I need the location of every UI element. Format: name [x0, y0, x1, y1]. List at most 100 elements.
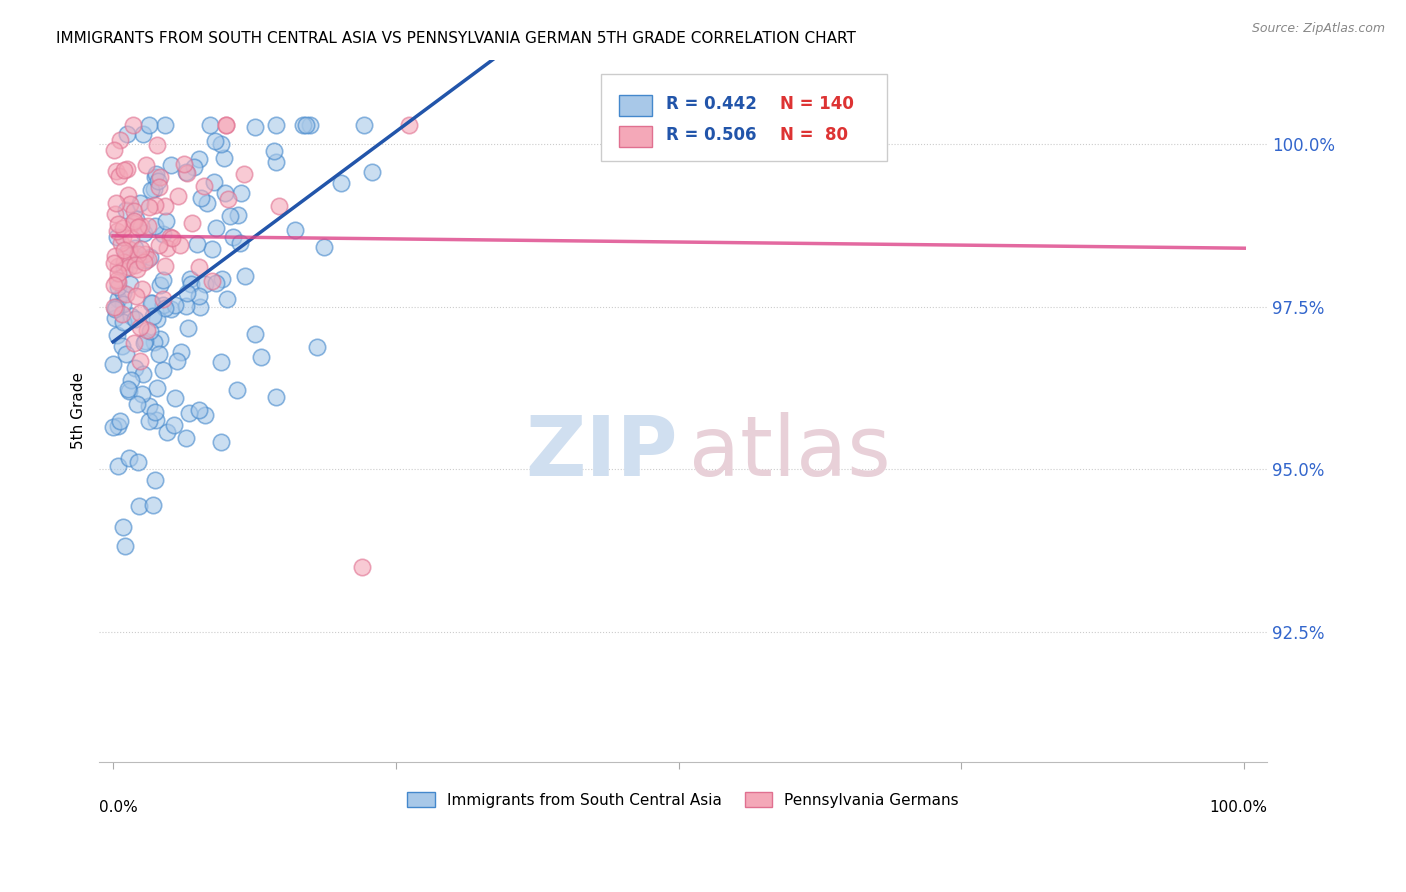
Point — [142, 182, 165, 196]
Point — [112, 262, 135, 277]
Point — [361, 165, 384, 179]
Point — [212, 151, 235, 165]
Point — [112, 244, 135, 258]
Point — [214, 186, 236, 200]
Point — [122, 214, 145, 228]
Legend: Immigrants from South Central Asia, Pennsylvania Germans: Immigrants from South Central Asia, Penn… — [401, 786, 965, 814]
Point — [146, 380, 169, 394]
Point — [114, 539, 136, 553]
Point — [131, 283, 153, 297]
Point — [121, 118, 143, 132]
Point — [170, 345, 193, 359]
Point — [149, 170, 172, 185]
Text: N =  80: N = 80 — [780, 127, 848, 145]
Point — [193, 179, 215, 194]
Point — [120, 231, 142, 245]
Point — [201, 274, 224, 288]
Point — [124, 312, 146, 326]
Point — [149, 277, 172, 292]
Point — [295, 118, 318, 132]
Point — [134, 246, 156, 260]
Point — [118, 197, 141, 211]
Point — [120, 309, 142, 323]
Point — [209, 354, 232, 368]
Point — [107, 418, 129, 433]
Point — [131, 387, 153, 401]
Point — [103, 277, 125, 292]
Point — [209, 136, 232, 151]
Point — [124, 241, 146, 255]
Point — [174, 165, 197, 179]
Point — [135, 158, 157, 172]
Point — [305, 340, 328, 354]
Point — [143, 405, 166, 419]
Point — [160, 231, 183, 245]
Point — [125, 212, 148, 227]
Point — [104, 207, 127, 221]
Text: 0.0%: 0.0% — [100, 800, 138, 815]
Point — [125, 262, 148, 277]
Point — [107, 266, 129, 280]
Point — [122, 248, 145, 262]
Point — [115, 162, 138, 177]
Point — [104, 302, 127, 317]
Point — [217, 192, 239, 206]
Point — [179, 271, 201, 285]
Point — [148, 238, 170, 252]
Point — [125, 289, 148, 303]
Point — [243, 327, 266, 342]
Point — [128, 354, 150, 368]
Text: R = 0.506: R = 0.506 — [665, 127, 756, 145]
Point — [142, 498, 165, 512]
Point — [188, 300, 211, 314]
Point — [146, 173, 169, 187]
Point — [108, 169, 131, 183]
Point — [138, 413, 160, 427]
Point — [142, 334, 165, 349]
Point — [103, 143, 125, 157]
Point — [139, 324, 162, 338]
Point — [173, 157, 195, 171]
Point — [188, 402, 211, 417]
Point — [124, 360, 146, 375]
Point — [114, 245, 136, 260]
Point — [120, 373, 142, 387]
Point — [329, 176, 352, 190]
Point — [180, 216, 202, 230]
Point — [188, 153, 211, 167]
Point — [152, 273, 174, 287]
Point — [128, 500, 150, 514]
Point — [163, 417, 186, 432]
Point — [138, 200, 160, 214]
Point — [103, 256, 125, 270]
Point — [127, 455, 149, 469]
Point — [134, 334, 156, 348]
Point — [105, 273, 128, 287]
Point — [169, 237, 191, 252]
Point — [112, 163, 135, 178]
Point — [122, 204, 145, 219]
Point — [108, 133, 131, 147]
Point — [195, 196, 218, 211]
Point — [187, 260, 209, 274]
FancyBboxPatch shape — [619, 95, 651, 116]
Point — [350, 559, 373, 574]
Point — [103, 357, 125, 371]
Point — [159, 229, 181, 244]
Point — [202, 175, 225, 189]
Point — [139, 183, 162, 197]
Point — [114, 202, 136, 217]
Point — [134, 226, 156, 240]
Point — [105, 328, 128, 343]
Point — [107, 275, 129, 289]
Point — [166, 354, 188, 368]
Point — [128, 196, 150, 211]
Point — [136, 252, 159, 266]
Point — [153, 259, 176, 273]
Point — [250, 350, 273, 364]
Point — [127, 246, 149, 260]
Point — [215, 293, 238, 307]
Point — [111, 286, 134, 301]
Text: R = 0.442: R = 0.442 — [665, 95, 756, 112]
Point — [148, 179, 170, 194]
